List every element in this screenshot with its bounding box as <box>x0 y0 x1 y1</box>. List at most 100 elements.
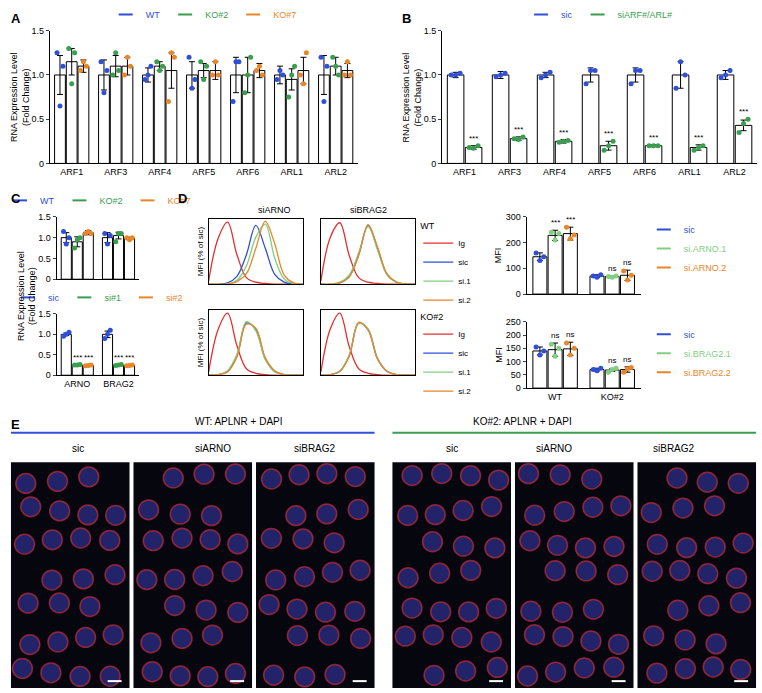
svg-text:1.0: 1.0 <box>31 70 44 80</box>
svg-text:ARF4: ARF4 <box>148 167 171 177</box>
svg-text:0.5: 0.5 <box>424 114 437 124</box>
svg-text:WT: APLNR + DAPI: WT: APLNR + DAPI <box>195 416 283 427</box>
svg-text:50: 50 <box>511 370 521 380</box>
svg-text:C: C <box>11 191 21 206</box>
svg-text:sic: sic <box>684 330 695 340</box>
svg-text:siARF#/ARL#: siARF#/ARL# <box>618 10 673 20</box>
svg-text:ARNO: ARNO <box>64 379 90 389</box>
svg-text:siBRAG2: siBRAG2 <box>653 443 695 454</box>
svg-text:ARL1: ARL1 <box>280 167 303 177</box>
svg-text:0: 0 <box>46 370 51 380</box>
svg-text:sic: sic <box>458 258 468 267</box>
svg-text:D: D <box>178 191 187 206</box>
svg-text:E: E <box>11 417 20 432</box>
svg-text:0: 0 <box>431 159 436 169</box>
svg-text:KO#2: KO#2 <box>420 312 443 322</box>
svg-text:ARL2: ARL2 <box>723 167 746 177</box>
svg-text:***: *** <box>125 353 134 362</box>
svg-text:si.1: si.1 <box>458 277 471 286</box>
svg-text:200: 200 <box>506 238 521 248</box>
svg-text:si.1: si.1 <box>458 368 471 377</box>
svg-text:***: *** <box>559 128 568 137</box>
svg-text:KO#2: KO#2 <box>99 196 122 206</box>
svg-text:1.5: 1.5 <box>38 309 51 319</box>
svg-text:***: *** <box>114 353 123 362</box>
svg-text:si.BRAG2.2: si.BRAG2.2 <box>684 368 731 378</box>
svg-text:ARL1: ARL1 <box>678 167 701 177</box>
svg-text:***: *** <box>73 353 82 362</box>
svg-text:si.2: si.2 <box>458 296 471 305</box>
svg-text:si#1: si#1 <box>104 293 121 303</box>
svg-text:A: A <box>11 11 21 26</box>
svg-text:ARL2: ARL2 <box>324 167 347 177</box>
svg-text:RNA Expression Level(Fold Chan: RNA Expression Level(Fold Change) <box>9 52 31 142</box>
svg-text:sic: sic <box>561 10 572 20</box>
svg-text:MFI: MFI <box>494 347 504 363</box>
svg-text:si#2: si#2 <box>166 293 183 303</box>
svg-text:0.5: 0.5 <box>38 254 51 264</box>
svg-text:siARNO: siARNO <box>536 443 572 454</box>
svg-text:KO#7: KO#7 <box>273 10 296 20</box>
svg-text:WT: WT <box>40 196 54 206</box>
svg-text:100: 100 <box>506 263 521 273</box>
svg-text:ARF5: ARF5 <box>192 167 215 177</box>
svg-text:***: *** <box>469 134 478 143</box>
svg-text:ns: ns <box>623 258 631 267</box>
svg-text:MFI: MFI <box>493 248 503 264</box>
svg-text:***: *** <box>566 215 575 224</box>
svg-text:si.ARNO.1: si.ARNO.1 <box>684 244 727 254</box>
svg-text:RNA Expression Level(Fold Chan: RNA Expression Level(Fold Change) <box>16 251 38 341</box>
svg-text:0.5: 0.5 <box>31 114 44 124</box>
svg-text:siARNO: siARNO <box>195 443 231 454</box>
svg-text:sic: sic <box>72 443 84 454</box>
svg-text:si.BRAG2.1: si.BRAG2.1 <box>684 349 731 359</box>
svg-text:WT: WT <box>420 221 434 231</box>
svg-text:ARF3: ARF3 <box>498 167 521 177</box>
svg-text:***: *** <box>694 133 703 142</box>
svg-text:ARF5: ARF5 <box>588 167 611 177</box>
svg-text:KO#2: KO#2 <box>205 10 228 20</box>
svg-text:***: *** <box>649 133 658 142</box>
svg-text:100: 100 <box>506 357 521 367</box>
svg-text:ARF6: ARF6 <box>236 167 259 177</box>
svg-text:***: *** <box>551 218 560 227</box>
svg-text:ARF1: ARF1 <box>453 167 476 177</box>
svg-text:ARF1: ARF1 <box>60 167 83 177</box>
svg-text:si.ARNO.2: si.ARNO.2 <box>684 263 727 273</box>
svg-text:0: 0 <box>516 289 521 299</box>
svg-text:1.5: 1.5 <box>424 26 437 36</box>
svg-text:ns: ns <box>608 264 616 273</box>
svg-text:ARF4: ARF4 <box>543 167 566 177</box>
svg-text:siARNO: siARNO <box>258 205 291 215</box>
svg-text:KO#2: APLNR + DAPI: KO#2: APLNR + DAPI <box>473 416 572 427</box>
svg-text:1.0: 1.0 <box>38 233 51 243</box>
svg-text:MFI (% of sic): MFI (% of sic) <box>196 318 205 368</box>
svg-text:ARF3: ARF3 <box>104 167 127 177</box>
svg-text:1.0: 1.0 <box>38 329 51 339</box>
svg-text:WT: WT <box>548 392 562 402</box>
svg-text:250: 250 <box>506 317 521 327</box>
svg-text:KO#7: KO#7 <box>168 196 191 206</box>
svg-text:***: *** <box>84 353 93 362</box>
svg-text:BRAG2: BRAG2 <box>103 379 134 389</box>
svg-text:1.0: 1.0 <box>424 70 437 80</box>
svg-text:***: *** <box>739 107 748 116</box>
svg-text:RNA Expression Level(Fold Chan: RNA Expression Level(Fold Change) <box>401 53 423 143</box>
svg-text:MFI (% of sic): MFI (% of sic) <box>196 227 205 277</box>
svg-text:***: *** <box>514 125 523 134</box>
svg-text:ns: ns <box>623 355 631 364</box>
svg-text:WT: WT <box>146 10 160 20</box>
svg-text:si.2: si.2 <box>458 387 471 396</box>
svg-text:sic: sic <box>446 443 458 454</box>
svg-text:sic: sic <box>48 293 59 303</box>
svg-text:0: 0 <box>39 159 44 169</box>
svg-text:siBRAG2: siBRAG2 <box>294 443 336 454</box>
svg-text:sic: sic <box>458 349 468 358</box>
svg-text:ns: ns <box>551 331 559 340</box>
svg-text:1.5: 1.5 <box>31 26 44 36</box>
svg-text:0: 0 <box>516 383 521 393</box>
svg-text:ARF6: ARF6 <box>633 167 656 177</box>
svg-text:Ig: Ig <box>458 239 465 248</box>
svg-text:Ig: Ig <box>458 330 465 339</box>
svg-text:300: 300 <box>506 212 521 222</box>
